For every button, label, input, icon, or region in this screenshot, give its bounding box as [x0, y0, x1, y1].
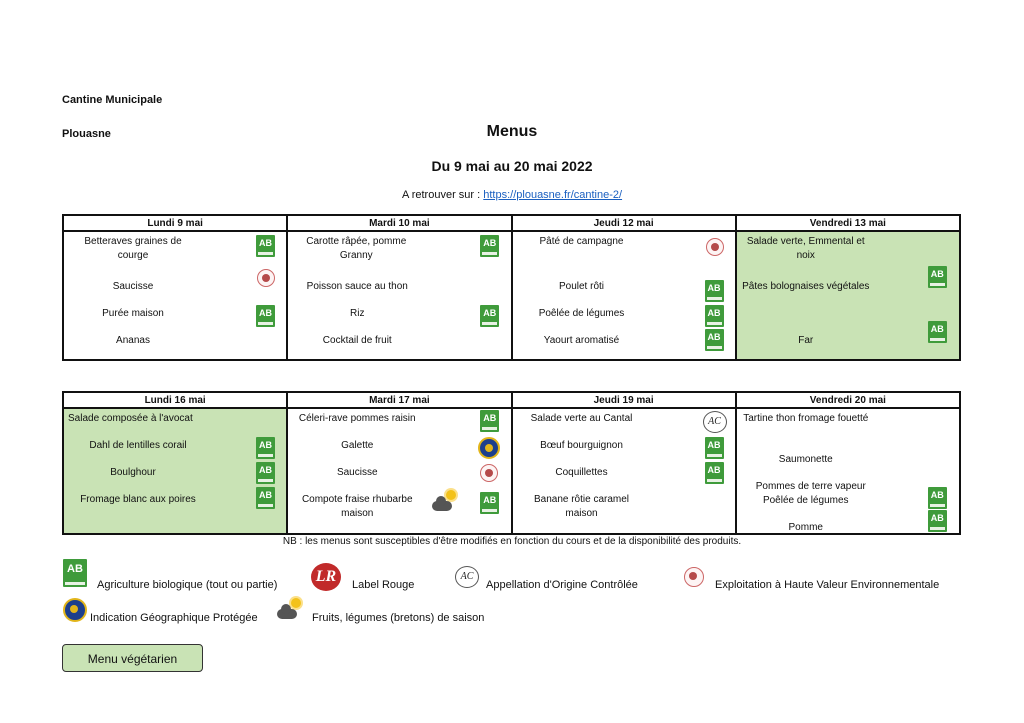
bio-icon: AB — [704, 280, 724, 302]
dish: Poulet rôti — [558, 281, 605, 292]
dish: Coquillettes — [555, 467, 608, 478]
dish: Boulghour — [110, 467, 156, 478]
dish: Far — [798, 335, 814, 346]
bio-icon: AB — [256, 437, 275, 459]
bio-icon: AB — [704, 329, 724, 351]
menu-table-week2: Lundi 16 mai Mardi 17 mai Jeudi 19 mai V… — [61, 391, 962, 535]
bio-icon: AB — [927, 321, 947, 343]
bio-icon: AB — [480, 305, 500, 327]
dish: Compote fraise rhubarbe maison — [301, 494, 413, 519]
day-header: Lundi 16 mai — [61, 391, 289, 409]
page-period: Du 9 mai au 20 mai 2022 — [431, 158, 593, 174]
day-header: Jeudi 12 mai — [510, 214, 737, 232]
bio-icon: AB — [256, 235, 275, 257]
dish: Saucisse — [336, 467, 378, 478]
aoc-icon: AC — [702, 411, 727, 433]
bio-icon: AB — [927, 266, 947, 288]
dish: Bœuf bourguignon — [540, 440, 623, 451]
igp-icon — [63, 598, 87, 622]
dish: Pommes de terre vapeur — [755, 481, 866, 492]
legend-aoc: Appellation d'Origine Contrôlée — [486, 579, 638, 591]
cantine-link[interactable]: https://plouasne.fr/cantine-2/ — [483, 189, 623, 201]
page-title: Menus — [486, 123, 538, 140]
dish: Galette — [341, 440, 374, 451]
legend-season: Fruits, légumes (bretons) de saison — [312, 612, 485, 624]
dish: Salade composée à l'avocat — [68, 413, 193, 424]
day-header: Mardi 17 mai — [286, 391, 513, 409]
dish: Poêlée de légumes — [538, 308, 625, 319]
bio-icon: AB — [63, 559, 87, 587]
season-icon — [275, 597, 303, 621]
bio-icon: AB — [927, 487, 947, 509]
bio-icon: AB — [256, 462, 275, 484]
dish: Betteraves graines de courge — [84, 236, 182, 261]
label-rouge-icon: LR — [311, 563, 341, 591]
day-cell: Pâté de campagne Poulet rôti AB Poêlée d… — [510, 231, 737, 361]
dish: Yaourt aromatisé — [543, 335, 620, 346]
dish: Carotte râpée, pomme Granny — [306, 236, 407, 261]
dish: Tartine thon fromage fouetté — [743, 413, 869, 424]
dish: Salade verte au Cantal — [530, 413, 633, 424]
dish: Riz — [350, 308, 365, 319]
day-cell: Tartine thon fromage fouetté Saumonette … — [734, 408, 962, 535]
day-header: Mardi 10 mai — [286, 214, 513, 232]
org-name: Cantine Municipale — [62, 94, 163, 106]
dish: Fromage blanc aux poires — [80, 494, 196, 505]
day-cell-vegetarian: Salade composée à l'avocat Dahl de lenti… — [61, 408, 289, 535]
dish: Saucisse — [112, 281, 154, 292]
dish: Banane rôtie caramel maison — [533, 494, 630, 519]
day-cell-vegetarian: Salade verte, Emmental et noix Pâtes bol… — [734, 231, 962, 361]
aoc-icon: AC — [455, 566, 479, 588]
dish: Pomme — [788, 522, 823, 533]
day-header: Lundi 9 mai — [61, 214, 289, 232]
bio-icon: AB — [256, 305, 275, 327]
day-cell: Carotte râpée, pomme Granny AB Poisson s… — [286, 231, 513, 361]
bio-icon: AB — [704, 305, 724, 327]
dish: Poisson sauce au thon — [306, 281, 408, 292]
dish: Pâté de campagne — [539, 236, 624, 247]
day-cell: Betteraves graines de courge AB Saucisse… — [61, 231, 289, 361]
season-icon — [430, 489, 458, 513]
dish: Dahl de lentilles corail — [89, 440, 187, 451]
link-prefix: A retrouver sur : — [401, 189, 484, 201]
town-name: Plouasne — [62, 128, 111, 140]
igp-icon — [478, 437, 501, 459]
hve-icon — [684, 567, 704, 587]
bio-icon: AB — [704, 462, 724, 484]
bio-icon: AB — [927, 510, 947, 532]
day-header: Vendredi 13 mai — [734, 214, 962, 232]
legend-igp: Indication Géographique Protégée — [90, 612, 258, 624]
day-cell: Salade verte au Cantal AC Bœuf bourguign… — [510, 408, 737, 535]
day-cell: Céleri-rave pommes raisin AB Galette Sau… — [286, 408, 513, 535]
link-line: A retrouver sur : https://plouasne.fr/ca… — [0, 189, 1024, 201]
bio-icon: AB — [480, 492, 500, 514]
dish: Saumonette — [778, 454, 833, 465]
bio-icon: AB — [704, 437, 724, 459]
dish: Poêlée de légumes — [762, 495, 849, 506]
legend-hve: Exploitation à Haute Valeur Environnemen… — [715, 579, 940, 591]
bio-icon: AB — [256, 487, 275, 509]
day-header: Jeudi 19 mai — [510, 391, 737, 409]
legend-label-rouge: Label Rouge — [352, 579, 415, 591]
dish: Pâtes bolognaises végétales — [742, 281, 870, 292]
bio-icon: AB — [480, 410, 500, 432]
day-header: Vendredi 20 mai — [734, 391, 962, 409]
legend-bio: Agriculture biologique (tout ou partie) — [97, 579, 278, 591]
disclaimer-note: NB : les menus sont susceptibles d'être … — [282, 536, 742, 547]
dish: Céleri-rave pommes raisin — [298, 413, 416, 424]
vegetarian-menu-key: Menu végétarien — [62, 644, 203, 672]
dish: Purée maison — [102, 308, 164, 319]
hve-icon — [257, 269, 275, 287]
dish: Ananas — [116, 335, 150, 346]
bio-icon: AB — [480, 235, 500, 257]
dish: Cocktail de fruit — [322, 335, 392, 346]
dish: Salade verte, Emmental et noix — [746, 236, 865, 261]
menu-table-week1: Lundi 9 mai Mardi 10 mai Jeudi 12 mai Ve… — [61, 214, 962, 361]
hve-icon — [480, 464, 499, 482]
hve-icon — [705, 238, 724, 256]
